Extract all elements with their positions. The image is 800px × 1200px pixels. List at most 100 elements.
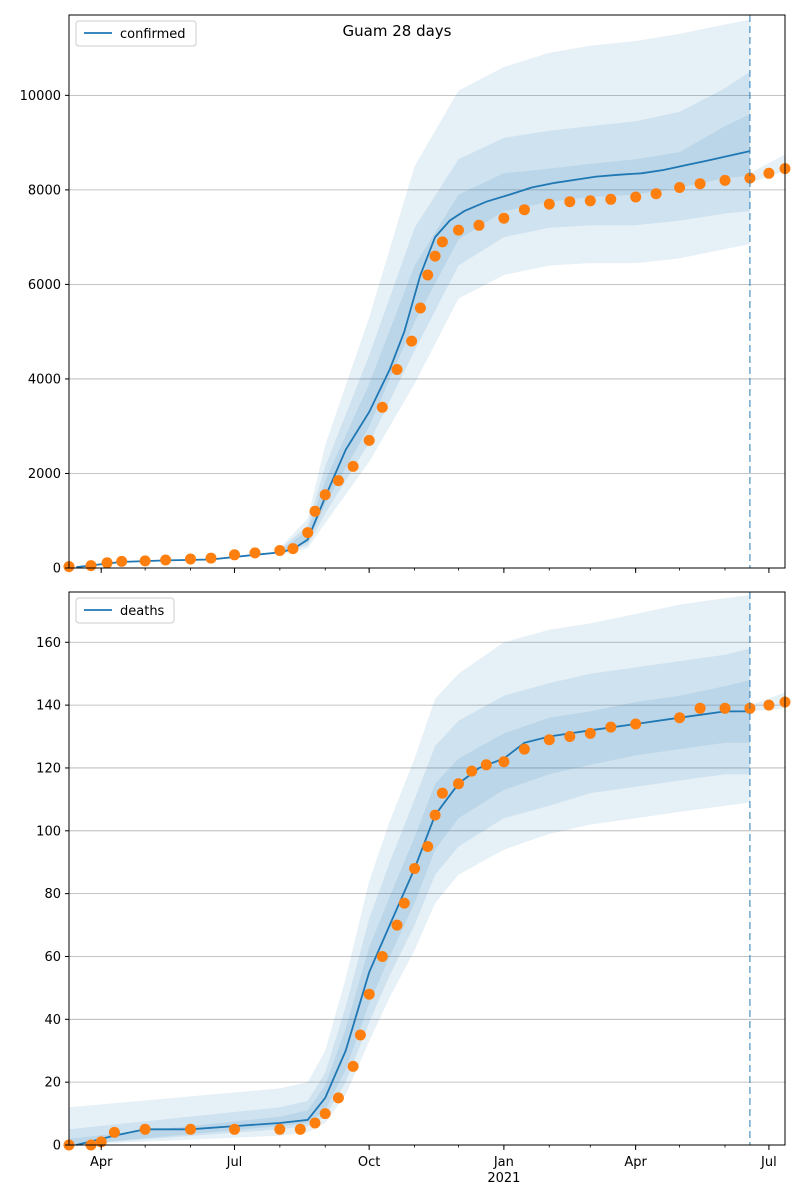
observed-point xyxy=(694,702,706,714)
observed-point xyxy=(101,557,113,569)
observed-point xyxy=(363,988,375,1000)
y-tick-label: 100 xyxy=(36,824,61,839)
observed-point xyxy=(229,549,240,561)
x-tick-year-label: 2021 xyxy=(487,1171,520,1186)
y-tick-label: 8000 xyxy=(28,183,61,198)
deaths-legend: deaths xyxy=(75,597,175,624)
observed-point xyxy=(332,475,344,487)
observed-point xyxy=(274,1123,286,1135)
observed-point xyxy=(376,401,388,413)
observed-point xyxy=(630,718,642,730)
y-tick-label: 60 xyxy=(44,950,61,965)
y-tick-label: 6000 xyxy=(28,278,61,293)
confirmed-axes: 0 2000 4000 6000 8000 10000 xyxy=(20,14,786,577)
observed-point xyxy=(436,236,448,248)
observed-point xyxy=(139,1123,151,1135)
observed-point xyxy=(116,555,128,567)
observed-point xyxy=(294,1123,306,1135)
observed-point xyxy=(473,219,485,231)
observed-point xyxy=(391,919,403,931)
observed-point xyxy=(518,204,530,216)
x-tick-label: Oct xyxy=(358,1155,380,1170)
uncertainty-band-band-80 xyxy=(279,71,750,554)
observed-point xyxy=(453,224,464,236)
observed-point xyxy=(347,460,359,472)
confirmed-legend: confirmed xyxy=(75,20,197,47)
observed-point xyxy=(422,841,434,852)
observed-point xyxy=(564,196,576,208)
observed-point xyxy=(694,178,706,190)
observed-point xyxy=(763,167,775,179)
observed-point xyxy=(422,269,434,281)
observed-point xyxy=(605,721,617,733)
observed-point xyxy=(409,863,421,874)
legend-label-deaths: deaths xyxy=(120,604,165,619)
x-tick-label: Apr xyxy=(90,1155,113,1170)
plot-frame xyxy=(68,14,786,569)
observed-point xyxy=(584,195,596,207)
observed-point xyxy=(354,1029,366,1041)
observed-point xyxy=(453,778,464,790)
legend-label-confirmed: confirmed xyxy=(120,27,186,42)
observed-point xyxy=(229,1123,240,1135)
observed-point xyxy=(185,553,196,565)
confirmed-panel: 0 2000 4000 6000 8000 10000 confirmed Guam 28… xyxy=(20,14,791,577)
y-tick-label: 10000 xyxy=(20,89,61,104)
y-tick-label: 160 xyxy=(36,636,61,651)
legend-box xyxy=(75,20,197,47)
uncertainty-band-band-80 xyxy=(69,648,750,1145)
uncertainty-band-band-50 xyxy=(279,114,750,553)
y-tick-label: 20 xyxy=(44,1076,61,1091)
y-tick-label: 140 xyxy=(36,699,61,714)
observed-point xyxy=(763,699,775,711)
observed-point xyxy=(674,712,686,724)
observed-point xyxy=(429,250,441,262)
uncertainty-band-band-50 xyxy=(69,680,750,1145)
observed-point xyxy=(347,1060,359,1072)
chart-title: Guam 28 days xyxy=(343,22,452,40)
uncertainty-band-band-95 xyxy=(279,19,750,555)
observed-point xyxy=(518,743,530,755)
observed-point xyxy=(719,702,731,714)
observed-point xyxy=(466,765,478,777)
observed-point xyxy=(429,809,441,821)
observed-point xyxy=(406,335,418,347)
y-tick-label: 0 xyxy=(53,1139,61,1154)
observed-point xyxy=(332,1092,344,1104)
observed-point xyxy=(302,527,314,539)
plot-frame xyxy=(68,591,786,1146)
y-tick-label: 40 xyxy=(44,1013,61,1028)
observed-point xyxy=(398,897,410,909)
deaths-gridlines xyxy=(69,641,785,1083)
observed-point xyxy=(498,756,510,768)
observed-point xyxy=(543,734,555,746)
observed-point xyxy=(160,554,172,566)
observed-point xyxy=(274,545,286,556)
observed-point xyxy=(543,198,555,210)
observed-point xyxy=(480,759,492,771)
observed-point xyxy=(309,1117,321,1129)
observed-point xyxy=(205,552,217,564)
observed-point xyxy=(309,505,321,517)
observed-point xyxy=(139,555,151,567)
x-tick-label: Jul xyxy=(226,1155,243,1170)
observed-point xyxy=(564,731,576,742)
y-tick-label: 80 xyxy=(44,887,61,902)
observed-point xyxy=(674,182,686,193)
observed-point xyxy=(249,547,261,559)
observed-point xyxy=(650,188,662,200)
observed-point xyxy=(391,364,403,375)
observed-point xyxy=(363,434,375,446)
observed-point xyxy=(108,1126,120,1138)
observed-point xyxy=(376,951,388,962)
observed-point xyxy=(630,191,642,203)
confirmed-gridlines xyxy=(69,94,785,474)
observed-point xyxy=(744,172,756,184)
observed-point xyxy=(319,1108,331,1120)
x-tick-label: Jan xyxy=(493,1155,514,1170)
observed-point xyxy=(287,543,299,555)
observed-point xyxy=(185,1123,196,1135)
